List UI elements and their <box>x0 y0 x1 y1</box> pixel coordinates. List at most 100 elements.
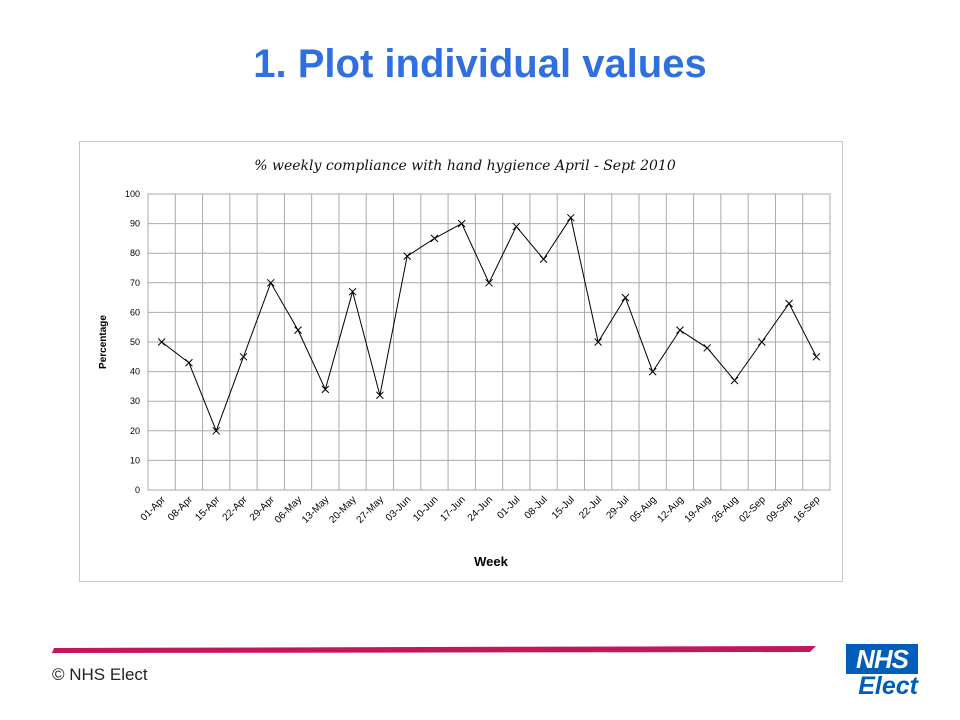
data-point <box>621 293 630 302</box>
point-marker-stroke <box>512 222 521 231</box>
x-axis-label: Week <box>474 554 508 569</box>
point-marker-stroke <box>266 278 275 287</box>
data-point <box>785 299 793 308</box>
point-marker-stroke <box>239 352 248 361</box>
footer-band <box>50 646 816 653</box>
point-marker-stroke <box>157 338 166 346</box>
data-point <box>266 278 275 287</box>
x-tick-label: 10-Jun <box>411 494 440 523</box>
y-tick-label: 60 <box>130 307 140 317</box>
chart-title: % weekly compliance with hand hygience A… <box>254 158 676 174</box>
point-marker-stroke <box>812 352 821 361</box>
y-tick-label: 100 <box>125 189 140 199</box>
point-marker-stroke <box>730 376 739 385</box>
point-marker-stroke <box>212 426 221 435</box>
x-tick-label: 24-Jun <box>466 494 495 523</box>
nhs-elect-logo: NHS Elect <box>846 644 918 700</box>
chart-frame: % weekly compliance with hand hygience A… <box>79 141 843 582</box>
data-point <box>703 344 712 352</box>
x-tick-label: 03-Jun <box>384 494 413 523</box>
x-tick-label: 17-Jun <box>438 494 467 523</box>
point-marker-stroke <box>321 385 330 394</box>
y-tick-label: 90 <box>130 219 140 229</box>
nhs-logo-box: NHS <box>846 644 918 674</box>
data-point <box>239 352 248 361</box>
point-marker-stroke <box>621 293 630 302</box>
point-marker-stroke <box>703 344 712 352</box>
x-tick-label: 27-May <box>355 494 386 525</box>
copyright-text: © NHS Elect <box>52 665 148 684</box>
point-marker-stroke <box>539 255 548 263</box>
y-tick-label: 0 <box>135 485 140 495</box>
x-tick-label: 12-Aug <box>655 494 686 525</box>
data-point <box>539 255 548 263</box>
data-point <box>566 213 575 222</box>
x-tick-label: 19-Aug <box>683 494 714 525</box>
y-tick-labels: 0 10 20 30 40 50 60 70 80 90 100 <box>125 189 140 495</box>
y-tick-label: 50 <box>130 337 140 347</box>
grid <box>147 193 831 491</box>
point-marker-stroke <box>785 299 793 308</box>
point-marker-stroke <box>676 326 684 335</box>
point-marker-stroke <box>594 338 602 346</box>
x-tick-label: 09-Sep <box>765 494 796 525</box>
x-tick-label: 15-Jul <box>550 494 577 521</box>
elect-logo-text: Elect <box>858 672 918 700</box>
point-marker-stroke <box>403 252 412 261</box>
data-point <box>485 278 493 287</box>
x-tick-label: 22-Apr <box>221 494 250 523</box>
data-point <box>457 219 466 228</box>
x-tick-label: 05-Aug <box>628 494 659 525</box>
data-point <box>812 352 821 361</box>
x-tick-label: 01-Jul <box>495 494 522 521</box>
x-tick-label: 01-Apr <box>139 494 168 523</box>
data-point <box>403 252 412 261</box>
footer-band-stripe <box>52 646 816 653</box>
line-chart: % weekly compliance with hand hygience A… <box>98 158 831 569</box>
point-marker-stroke <box>457 219 466 228</box>
x-tick-label: 13-May <box>300 494 331 525</box>
data-point <box>157 338 166 346</box>
point-marker-stroke <box>648 367 657 376</box>
point-marker-stroke <box>294 326 302 335</box>
data-point <box>212 426 221 435</box>
data-point <box>321 385 330 394</box>
y-tick-label: 20 <box>130 426 140 436</box>
data-point <box>376 391 384 400</box>
x-tick-label: 02-Sep <box>737 494 768 525</box>
point-marker-stroke <box>566 213 575 222</box>
data-point <box>757 338 766 346</box>
x-tick-label: 08-Apr <box>166 494 195 523</box>
x-tick-label: 16-Sep <box>792 494 823 525</box>
point-marker-stroke <box>185 358 193 367</box>
x-tick-label: 15-Apr <box>193 494 222 523</box>
series-compliance <box>157 213 821 435</box>
data-point <box>512 222 521 231</box>
data-point <box>594 338 602 346</box>
y-tick-label: 30 <box>130 396 140 406</box>
slide-title: 1. Plot individual values <box>253 42 707 86</box>
data-point <box>430 234 439 243</box>
point-marker-stroke <box>757 338 766 346</box>
data-point <box>185 358 193 367</box>
x-tick-label: 06-May <box>273 494 304 525</box>
y-tick-label: 80 <box>130 248 140 258</box>
y-axis-label: Percentage <box>98 315 109 369</box>
point-marker-stroke <box>430 234 439 243</box>
point-marker-stroke <box>376 391 384 400</box>
x-tick-labels: 01-Apr08-Apr15-Apr22-Apr29-Apr06-May13-M… <box>139 494 823 526</box>
data-point <box>348 287 357 296</box>
y-tick-label: 10 <box>130 455 140 465</box>
y-tick-label: 40 <box>130 367 140 377</box>
data-point <box>730 376 739 385</box>
data-point <box>648 367 657 376</box>
x-tick-label: 20-May <box>327 494 358 525</box>
x-tick-label: 26-Aug <box>710 494 741 525</box>
x-tick-label: 22-Jul <box>577 494 604 521</box>
y-tick-label: 70 <box>130 278 140 288</box>
point-marker-stroke <box>348 287 357 296</box>
data-point <box>294 326 302 335</box>
x-tick-label: 08-Jul <box>523 494 550 521</box>
point-marker-stroke <box>485 278 493 287</box>
data-point <box>676 326 684 335</box>
